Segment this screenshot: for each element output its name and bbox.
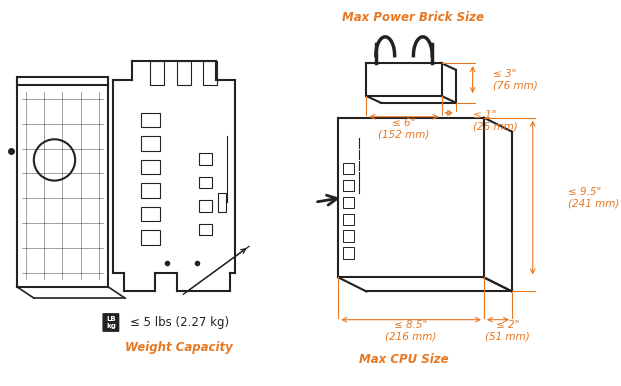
- Bar: [343, 196, 354, 208]
- Text: LB
kg: LB kg: [106, 316, 116, 329]
- Bar: [343, 213, 354, 225]
- Bar: [176, 61, 191, 85]
- Text: ⚖: ⚖: [102, 313, 120, 332]
- Bar: [199, 224, 212, 235]
- Bar: [199, 177, 212, 188]
- Text: ≤ 1"
(25 mm): ≤ 1" (25 mm): [473, 110, 517, 131]
- Text: Max CPU Size: Max CPU Size: [359, 353, 449, 366]
- Bar: [141, 113, 160, 127]
- Bar: [141, 160, 160, 174]
- Text: ≤ 9.5"
(241 mm): ≤ 9.5" (241 mm): [568, 187, 620, 208]
- Bar: [203, 61, 217, 85]
- Bar: [199, 200, 212, 212]
- Bar: [343, 230, 354, 242]
- Text: ≤ 5 lbs (2.27 kg): ≤ 5 lbs (2.27 kg): [130, 316, 229, 329]
- Bar: [141, 183, 160, 198]
- Text: Weight Capacity: Weight Capacity: [125, 341, 233, 354]
- Bar: [141, 230, 160, 244]
- Text: Max Power Brick Size: Max Power Brick Size: [342, 11, 484, 24]
- Text: ≤ 8.5"
(216 mm): ≤ 8.5" (216 mm): [385, 320, 437, 342]
- Bar: [141, 137, 160, 151]
- Text: ≤ 3"
(76 mm): ≤ 3" (76 mm): [493, 69, 538, 91]
- Bar: [343, 179, 354, 191]
- Bar: [141, 207, 160, 221]
- Bar: [150, 61, 165, 85]
- Bar: [343, 163, 354, 174]
- Bar: [218, 193, 225, 212]
- Bar: [199, 153, 212, 165]
- Text: ≤ 6"
(152 mm): ≤ 6" (152 mm): [378, 118, 430, 140]
- FancyBboxPatch shape: [102, 313, 119, 332]
- Text: ≤ 2"
(51 mm): ≤ 2" (51 mm): [485, 320, 530, 342]
- Bar: [343, 247, 354, 259]
